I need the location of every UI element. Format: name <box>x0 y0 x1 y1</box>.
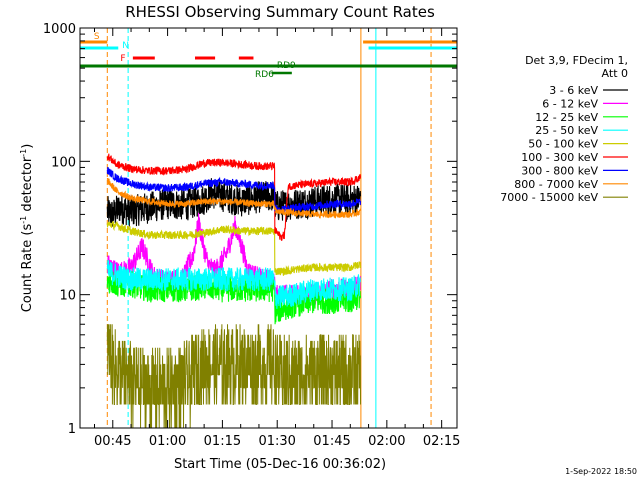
y-axis-ticks: 1 10 100 1000 <box>43 22 457 437</box>
y-tick-label-1: 10 <box>59 289 76 304</box>
legend-header-1: Att 0 <box>602 67 628 80</box>
series-line-3 <box>106 260 361 309</box>
legend-entry-0: 3 - 6 keV <box>549 84 598 97</box>
segment-label-rd6: RD6 <box>255 70 274 80</box>
legend-entry-1: 6 - 12 keV <box>542 97 598 110</box>
y-tick-label-2: 100 <box>51 155 76 170</box>
plot-frame <box>79 27 458 429</box>
series-line-6 <box>106 167 362 213</box>
segment-label-n: N <box>122 41 129 51</box>
x-tick-label-0: 00:45 <box>94 434 131 449</box>
chart-title: RHESSI Observing Summary Count Rates <box>125 3 435 21</box>
legend-entry-4: 50 - 100 keV <box>528 138 598 151</box>
series-line-8 <box>106 324 362 428</box>
y-tick-label-3: 1000 <box>43 22 76 37</box>
y-tick-label-0: 1 <box>68 422 76 437</box>
x-axis-label: Start Time (05-Dec-16 00:36:02) <box>174 457 386 472</box>
segment-label-rd9: RD9 <box>277 61 296 71</box>
x-axis-ticks: 00:45 01:00 01:15 01:30 01:45 02:00 02:15 <box>94 28 460 449</box>
segment-label-s: S <box>94 32 100 42</box>
series-line-5 <box>106 153 362 241</box>
legend-entry-2: 12 - 25 keV <box>535 111 598 124</box>
legend-entry-7: 800 - 7000 keV <box>514 178 598 191</box>
series-line-4 <box>106 220 362 277</box>
legend-header-0: Det 3,9, FDecim 1, <box>525 54 628 67</box>
x-tick-label-6: 02:15 <box>423 434 460 449</box>
segment-label-f: F <box>120 54 125 64</box>
legend-entry-3: 25 - 50 keV <box>535 124 598 137</box>
x-tick-label-1: 01:00 <box>149 434 186 449</box>
series-line-7 <box>106 177 362 219</box>
footer-timestamp: 1-Sep-2022 18:50 <box>565 467 637 476</box>
legend-entry-5: 100 - 300 keV <box>521 151 598 164</box>
x-tick-label-5: 02:00 <box>368 434 405 449</box>
y-axis-label: Count Rate (s-1 detector-1) <box>19 144 35 313</box>
legend-entry-8: 7000 - 15000 keV <box>500 191 598 204</box>
x-tick-label-3: 01:30 <box>258 434 295 449</box>
legend-entry-6: 300 - 800 keV <box>521 164 598 177</box>
x-tick-label-2: 01:15 <box>204 434 241 449</box>
x-tick-label-4: 01:45 <box>313 434 350 449</box>
